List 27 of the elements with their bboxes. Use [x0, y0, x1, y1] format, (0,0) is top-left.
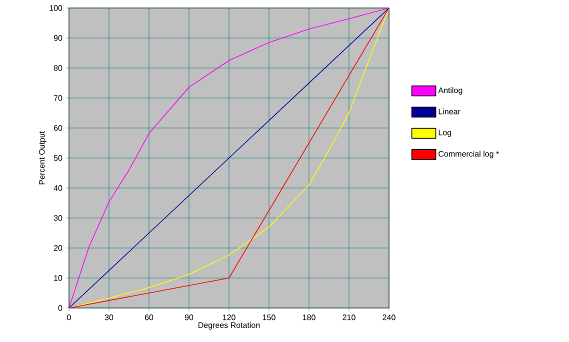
y-tick-label: 70 — [54, 95, 62, 101]
legend-label: Commercial log * — [438, 150, 499, 158]
x-tick-label: 150 — [262, 314, 276, 320]
x-tick-label: 180 — [302, 314, 316, 320]
y-tick-label: 30 — [54, 215, 62, 221]
y-axis-title: Percent Output — [39, 131, 46, 184]
x-tick-label: 60 — [144, 314, 154, 320]
x-tick-label: 0 — [67, 314, 71, 320]
x-tick-label: 210 — [342, 314, 356, 320]
y-tick-label: 50 — [54, 155, 62, 161]
y-tick-label: 40 — [54, 185, 62, 191]
line-series — [69, 8, 390, 308]
legend-label: Log — [438, 130, 452, 137]
y-tick-label: 80 — [54, 65, 62, 71]
y-tick-label: 60 — [54, 125, 62, 131]
x-tick-label: 90 — [184, 314, 194, 320]
x-tick-label: 30 — [104, 314, 114, 320]
y-tick-label: 20 — [54, 245, 62, 251]
legend-label: Linear — [438, 108, 460, 114]
x-tick-label: 120 — [222, 314, 236, 320]
legend-label: Antilog — [438, 87, 462, 95]
y-tick-label: 100 — [50, 5, 62, 11]
x-tick-label: 240 — [382, 314, 396, 320]
y-tick-label: 0 — [58, 305, 62, 311]
y-tick-label: 90 — [54, 35, 62, 41]
y-tick-label: 10 — [54, 275, 62, 281]
x-axis-title: Degrees Rotation — [198, 322, 260, 330]
